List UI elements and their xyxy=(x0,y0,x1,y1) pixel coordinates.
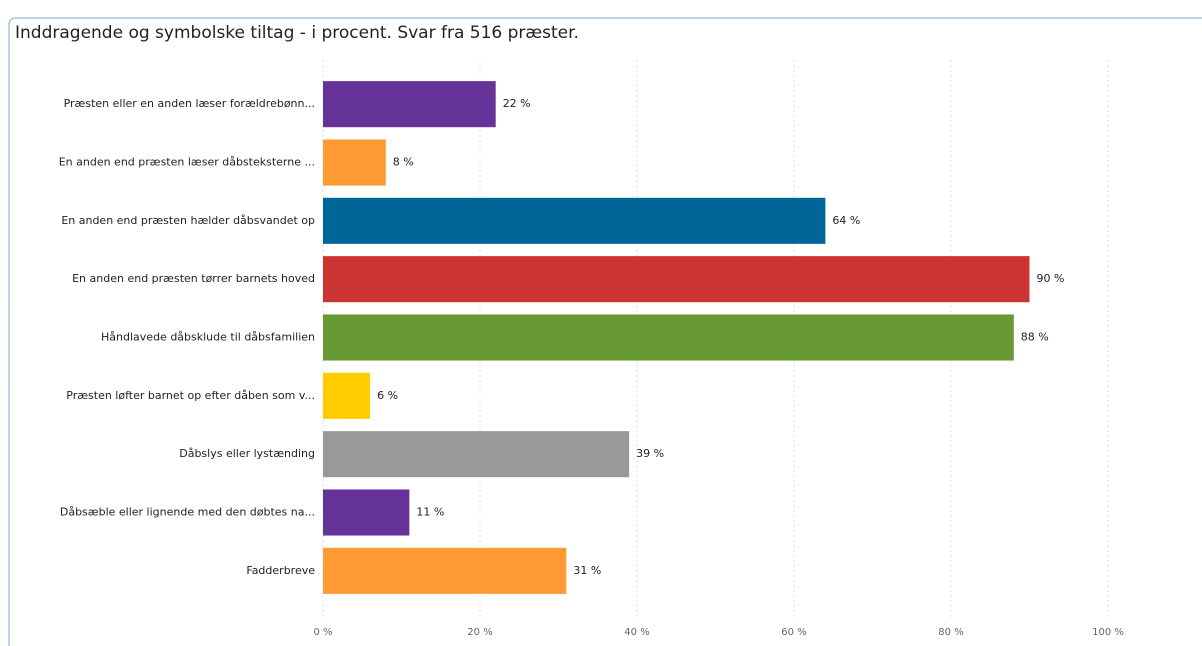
y-tick-label: Dåbslys eller lystænding xyxy=(179,447,315,460)
data-label: 88 % xyxy=(1021,331,1049,344)
data-label: 8 % xyxy=(393,156,414,169)
data-label: 64 % xyxy=(832,214,860,227)
bar xyxy=(323,431,630,478)
x-tick-label: 20 % xyxy=(467,627,492,638)
bar xyxy=(323,197,826,244)
chart-title: Inddragende og symbolske tiltag - i proc… xyxy=(15,23,579,43)
x-tick-label: 80 % xyxy=(938,627,963,638)
bar xyxy=(323,256,1030,303)
data-label: 31 % xyxy=(573,564,601,577)
bar xyxy=(323,314,1014,361)
data-label: 22 % xyxy=(503,97,531,110)
x-tick-label: 0 % xyxy=(313,627,332,638)
x-tick-label: 60 % xyxy=(781,627,806,638)
data-label: 39 % xyxy=(636,447,664,460)
bar xyxy=(323,139,386,186)
y-tick-label: Dåbsæble eller lignende med den døbtes n… xyxy=(60,506,315,519)
y-tick-label: En anden end præsten tørrer barnets hove… xyxy=(72,272,315,285)
bar xyxy=(323,489,410,536)
y-tick-label: En anden end præsten læser dåbsteksterne… xyxy=(59,156,315,169)
y-tick-label: Håndlavede dåbsklude til dåbsfamilien xyxy=(101,331,315,344)
bar xyxy=(323,372,371,419)
data-label: 11 % xyxy=(416,506,444,519)
data-label: 6 % xyxy=(377,389,398,402)
y-tick-label: En anden end præsten hælder dåbsvandet o… xyxy=(61,214,315,227)
bar xyxy=(323,547,567,594)
x-tick-label: 40 % xyxy=(624,627,649,638)
data-label: 90 % xyxy=(1037,272,1065,285)
y-tick-label: Fadderbreve xyxy=(246,564,315,577)
bar xyxy=(323,81,496,128)
y-tick-label: Præsten løfter barnet op efter dåben som… xyxy=(66,389,315,402)
y-tick-label: Præsten eller en anden læser forældrebøn… xyxy=(64,97,315,110)
x-tick-label: 100 % xyxy=(1092,627,1124,638)
